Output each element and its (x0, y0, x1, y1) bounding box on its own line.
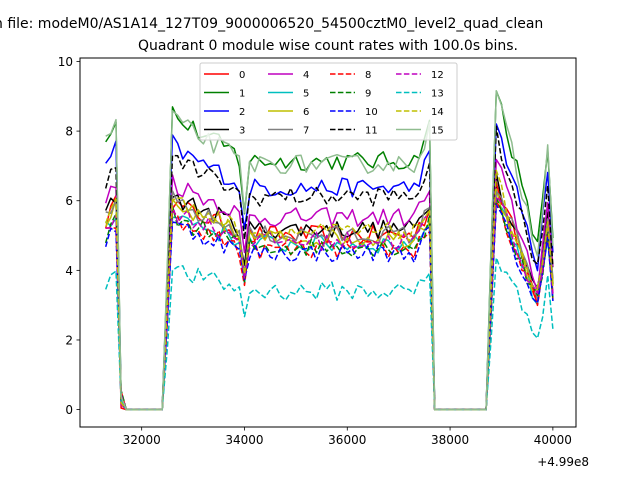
x-offset-label: +4.99e8 (537, 455, 589, 469)
series-line-12 (105, 195, 554, 411)
series-line-13 (104, 256, 554, 411)
x-tick-label: 40000 (534, 433, 572, 447)
legend-label-6: 6 (303, 107, 309, 118)
figure-suptitle: n file: modeM0/AS1A14_127T09_9000006520_… (0, 16, 543, 32)
legend-label-0: 0 (239, 70, 245, 81)
legend-label-12: 12 (431, 70, 444, 81)
legend-label-8: 8 (365, 70, 371, 81)
legend-label-7: 7 (303, 126, 309, 137)
chart-title: Quadrant 0 module wise count rates with … (138, 38, 518, 54)
legend-label-15: 15 (431, 126, 444, 137)
legend-label-13: 13 (431, 89, 444, 100)
legend-label-11: 11 (365, 126, 378, 137)
legend-label-14: 14 (431, 107, 444, 118)
x-axis: 32000 34000 36000 38000 40000 (123, 427, 572, 447)
x-tick-label: 38000 (431, 433, 469, 447)
series-line-2 (105, 123, 554, 411)
legend-label-2: 2 (239, 107, 245, 118)
legend-label-4: 4 (303, 70, 309, 81)
y-tick-label: 10 (58, 55, 73, 69)
axes-frame (79, 57, 577, 428)
legend-label-9: 9 (365, 89, 371, 100)
plot-area (104, 90, 554, 411)
series-line-14 (104, 169, 554, 411)
y-tick-label: 6 (65, 194, 73, 208)
y-tick-label: 4 (65, 264, 73, 278)
legend-label-10: 10 (365, 107, 378, 118)
y-axis: 0 2 4 6 8 10 (58, 55, 80, 417)
series-line-11 (104, 125, 554, 411)
legend-label-3: 3 (239, 126, 245, 137)
y-tick-label: 0 (65, 403, 73, 417)
x-tick-label: 36000 (328, 433, 366, 447)
x-tick-label: 34000 (225, 433, 263, 447)
legend-box (199, 62, 458, 141)
legend-label-5: 5 (303, 89, 309, 100)
legend-label-1: 1 (239, 89, 245, 100)
y-tick-label: 2 (65, 333, 73, 347)
y-tick-label: 8 (65, 125, 73, 139)
x-tick-label: 32000 (123, 433, 161, 447)
series-line-15 (105, 90, 554, 411)
